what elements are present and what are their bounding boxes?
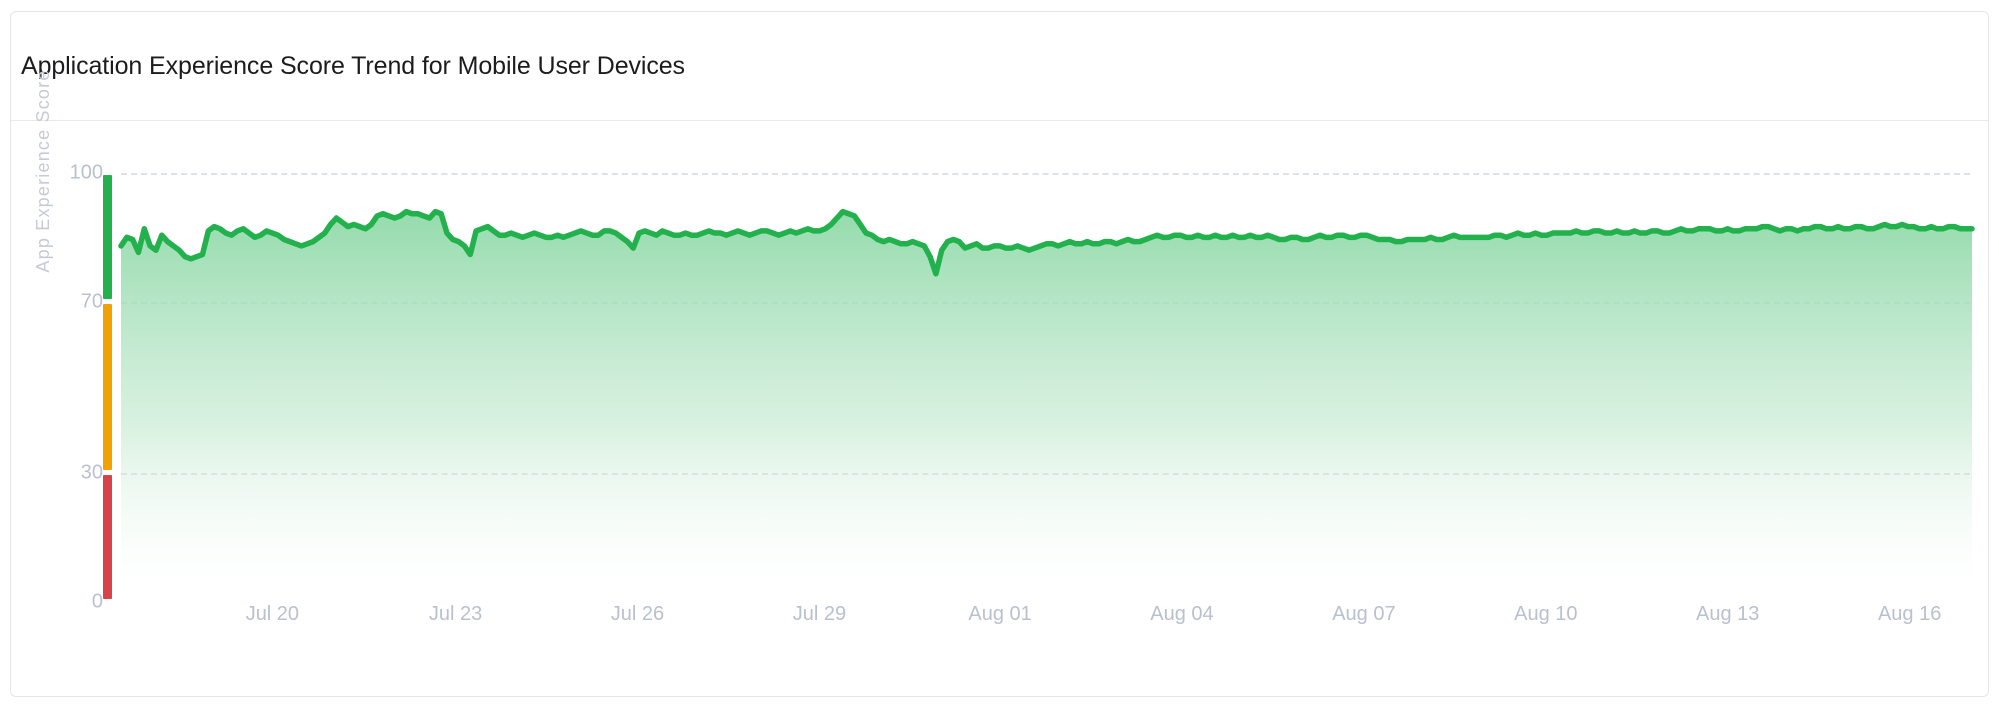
area-chart-plot xyxy=(118,208,1975,603)
y-tick-label: 100 xyxy=(69,161,103,184)
y-tick-label: 70 xyxy=(80,290,103,313)
x-tick-label: Jul 29 xyxy=(792,603,847,625)
x-tick-label: Jul 26 xyxy=(610,603,665,625)
page-title: Application Experience Score Trend for M… xyxy=(21,51,685,80)
y-axis-ticks: 100 70 30 0 xyxy=(31,121,103,696)
trend-line xyxy=(118,208,1975,277)
x-tick-label: Aug 04 xyxy=(1150,603,1214,625)
x-tick-label: Jul 20 xyxy=(245,603,300,625)
area-fill xyxy=(121,211,1972,603)
chart-card: Application Experience Score Trend for M… xyxy=(10,11,1989,697)
threshold-band-fair xyxy=(103,303,112,471)
x-tick-label: Aug 16 xyxy=(1877,603,1942,625)
y-tick-label: 30 xyxy=(80,461,103,484)
gridline xyxy=(121,173,1970,175)
x-tick-label: Jul 23 xyxy=(428,603,483,625)
x-tick-label: Aug 13 xyxy=(1696,603,1760,625)
threshold-band-poor xyxy=(103,475,112,599)
x-tick-label: Aug 10 xyxy=(1514,603,1578,625)
y-tick-label: 0 xyxy=(91,590,103,613)
threshold-band-good xyxy=(103,175,112,299)
x-tick-label: Aug 07 xyxy=(1332,603,1396,625)
x-tick-label: Aug 01 xyxy=(968,603,1032,625)
chart-body: App Experience Score 100 70 30 0 Jul 20 Jul … xyxy=(11,69,1988,696)
card-header: Application Experience Score Trend for M… xyxy=(11,12,1988,121)
